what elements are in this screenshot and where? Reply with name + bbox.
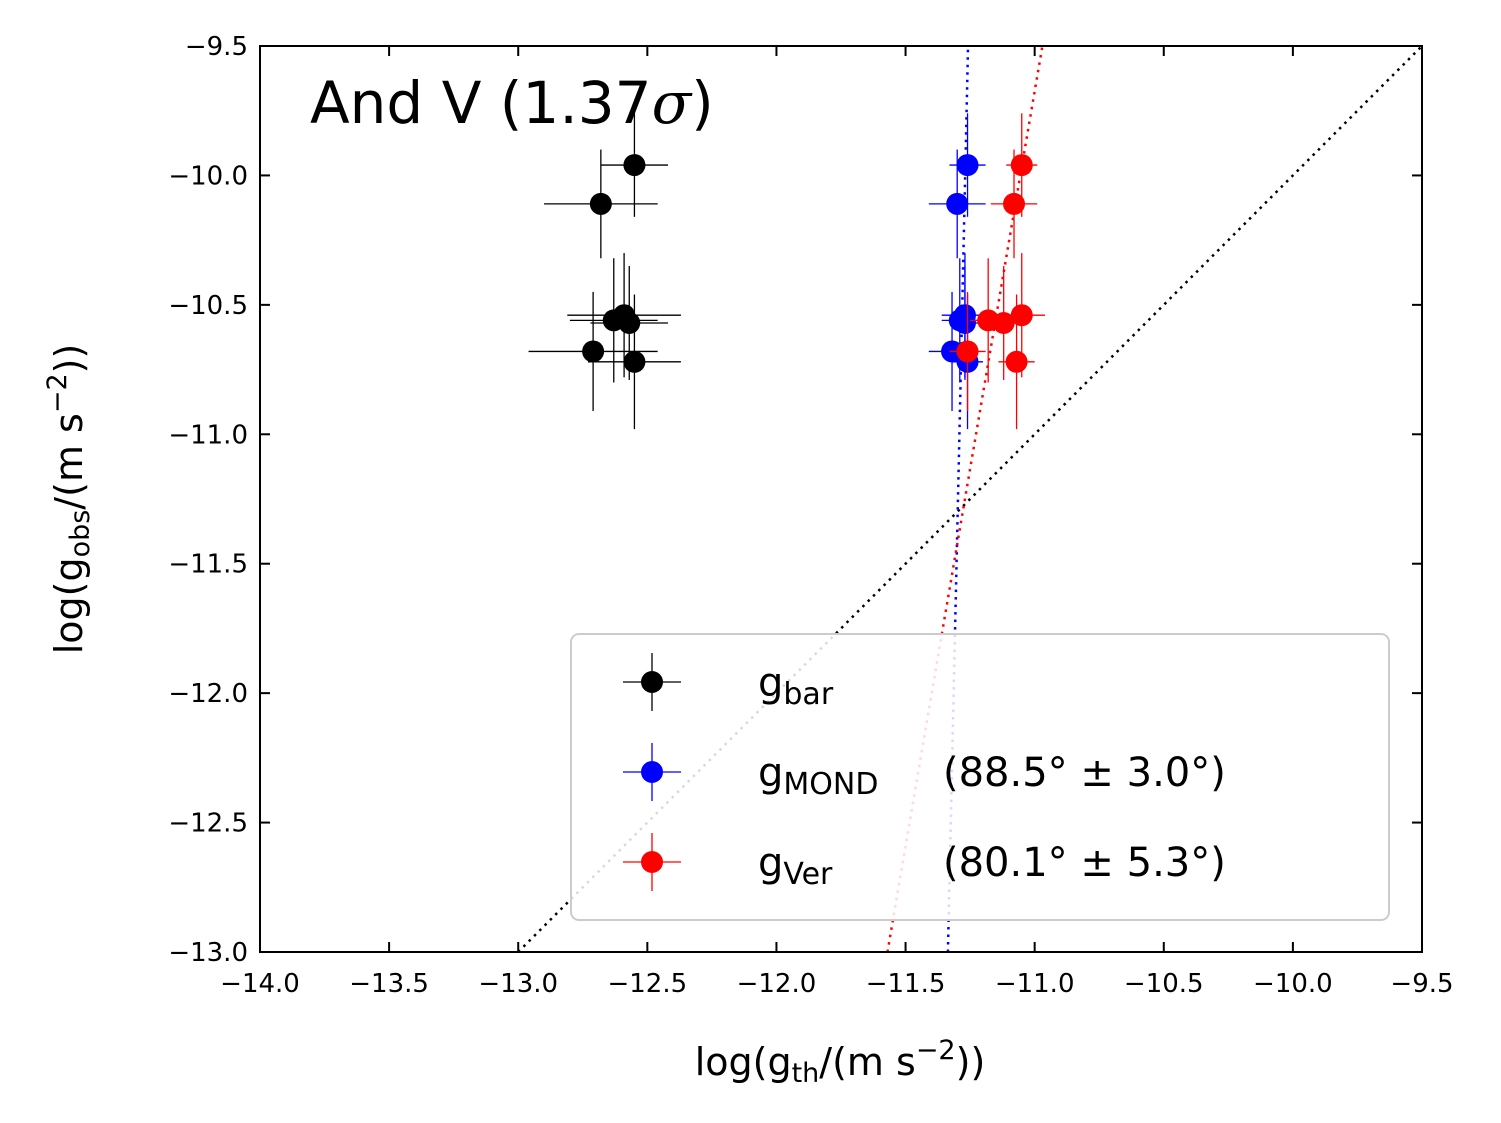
x-tick-label: −11.0: [995, 969, 1075, 999]
y-tick-label: −11.5: [168, 550, 248, 580]
x-tick-label: −10.0: [1253, 969, 1333, 999]
marker: [1005, 350, 1028, 373]
marker: [623, 350, 646, 373]
marker: [618, 311, 641, 334]
x-tick-label: −14.0: [220, 969, 300, 999]
legend-box: [570, 633, 1390, 921]
x-tick-label: −11.5: [866, 969, 946, 999]
legend: gbar gMOND (88.5° ± 3.0°) gVer (80.1° ± 5.3°…: [570, 633, 1390, 921]
marker: [946, 192, 969, 215]
marker: [956, 340, 979, 363]
marker: [623, 154, 646, 177]
axis-ticks: −14.0 −13.5 −13.0 −12.5 −12.0 −11.5 −11.0 −10.5…: [168, 32, 1453, 999]
marker: [992, 311, 1015, 334]
legend-label: gbar: [758, 660, 834, 712]
marker: [582, 340, 605, 363]
y-tick-label: −10.5: [168, 291, 248, 321]
point-g-bar: [544, 149, 658, 259]
marker: [1003, 192, 1026, 215]
point-g-bar: [587, 294, 681, 430]
x-tick-label: −9.5: [1390, 969, 1453, 999]
one-to-one-line: [517, 46, 1422, 952]
legend-marker: [641, 761, 663, 783]
series-g-ver: [949, 113, 1045, 430]
y-axis-title: log(gobs/(m s−2)): [42, 344, 96, 655]
point-g-ver: [990, 149, 1038, 259]
x-tick-label: −12.0: [737, 969, 817, 999]
legend-label: gVer: [758, 840, 833, 892]
marker: [956, 154, 979, 177]
x-axis-title: log(gth/(m s−2)): [695, 1035, 986, 1089]
legend-entry-g-bar: gbar: [623, 653, 834, 712]
legend-angle: (88.5° ± 3.0°): [943, 750, 1226, 796]
marker: [953, 311, 976, 334]
legend-marker: [641, 671, 663, 693]
y-tick-label: −11.0: [168, 420, 248, 450]
y-tick-label: −12.5: [168, 809, 248, 839]
x-tick-label: −13.0: [478, 969, 558, 999]
x-tick-label: −13.5: [349, 969, 429, 999]
legend-entry-g-ver: gVer (80.1° ± 5.3°): [623, 833, 1226, 892]
point-g-bar: [600, 113, 668, 217]
point-g-ver: [998, 294, 1035, 430]
y-tick-label: −13.0: [168, 938, 248, 968]
legend-label: gMOND: [758, 750, 878, 802]
legend-marker: [641, 851, 663, 873]
point-g-mond: [949, 113, 986, 217]
legend-angle: (80.1° ± 5.3°): [943, 840, 1226, 886]
y-tick-label: −10.0: [168, 161, 248, 191]
point-g-mond: [928, 149, 986, 259]
plot-frame: [259, 45, 1423, 953]
point-g-ver: [949, 291, 986, 411]
point-g-ver: [988, 266, 1020, 380]
data-series: [528, 113, 1045, 430]
series-g-bar: [528, 113, 681, 430]
legend-entry-g-mond: gMOND (88.5° ± 3.0°): [623, 743, 1226, 802]
marker: [1010, 154, 1033, 177]
y-tick-label: −9.5: [185, 32, 248, 62]
chart-title: And V (1.37σ): [310, 69, 714, 137]
x-tick-label: −12.5: [607, 969, 687, 999]
marker: [589, 192, 612, 215]
x-tick-label: −10.5: [1124, 969, 1204, 999]
y-tick-label: −12.0: [168, 679, 248, 709]
